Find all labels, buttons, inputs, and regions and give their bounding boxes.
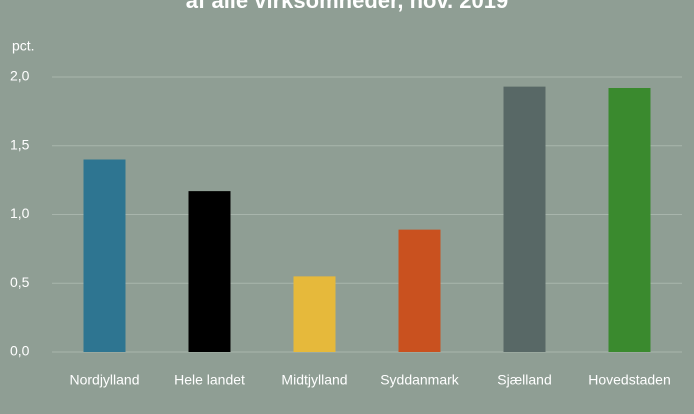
x-tick-label: Nordjylland	[69, 372, 139, 388]
bar	[293, 276, 336, 352]
x-tick-label: Midtjylland	[281, 372, 347, 388]
bar	[608, 88, 651, 352]
x-tick-label: Sjælland	[497, 372, 551, 388]
y-tick-label: 0,5	[10, 274, 30, 290]
y-tick-label: 1,5	[10, 136, 30, 152]
bar	[398, 229, 441, 352]
x-tick-label: Hele landet	[174, 372, 245, 388]
y-tick-label: 1,0	[10, 205, 30, 221]
chart-title: af alle virksomheder, nov. 2019	[186, 0, 508, 13]
x-tick-label: Hovedstaden	[588, 372, 671, 388]
y-tick-label: 0,0	[10, 343, 30, 359]
bar	[188, 191, 231, 352]
bar	[503, 86, 546, 352]
x-tick-label: Syddanmark	[380, 372, 460, 388]
bar	[83, 159, 126, 352]
y-unit: pct.	[12, 38, 35, 54]
y-tick-label: 2,0	[10, 68, 30, 84]
